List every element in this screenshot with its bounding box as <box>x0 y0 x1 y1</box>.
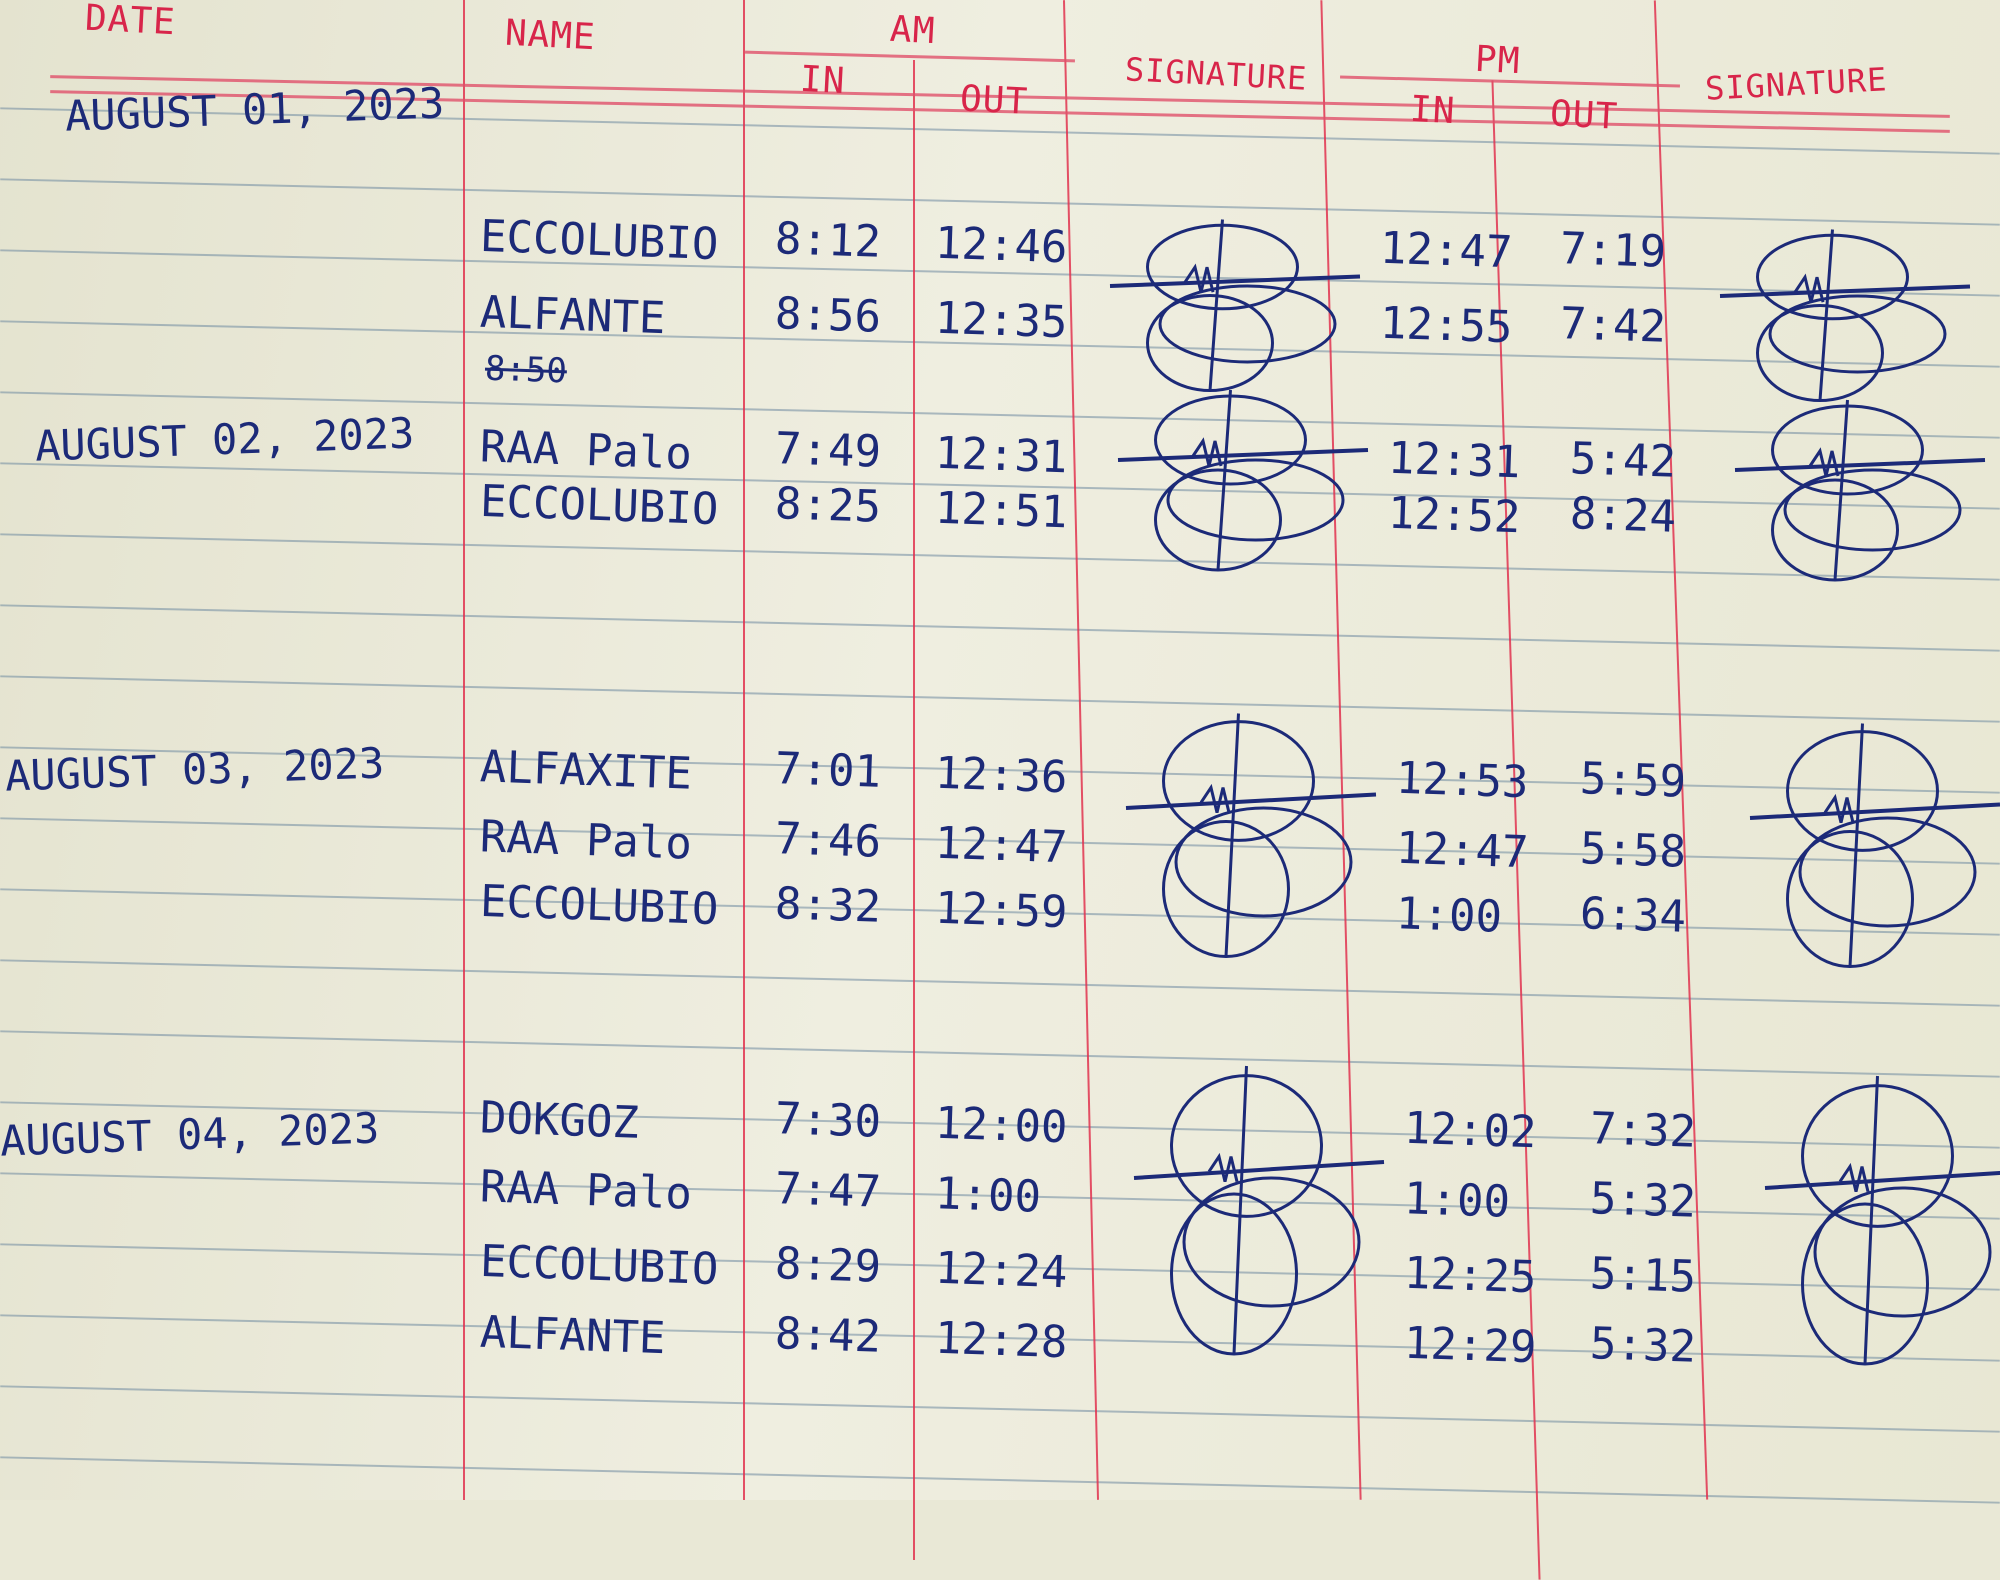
pm-time-in: 12:55 <box>1379 297 1514 354</box>
pm-time-in: 12:47 <box>1379 222 1514 279</box>
am-time-in: 7:47 <box>774 1163 882 1218</box>
pm-time-out: 5:58 <box>1579 823 1687 878</box>
pm-time-in: 12:25 <box>1403 1247 1538 1304</box>
am-time-out: 12:24 <box>934 1242 1069 1299</box>
signature-icon <box>1764 1075 2000 1366</box>
am-time-out: 12:59 <box>934 882 1069 939</box>
header-am-in: IN <box>798 58 847 103</box>
pm-time-in: 1:00 <box>1403 1173 1511 1228</box>
am-time-out: 12:51 <box>934 482 1069 539</box>
employee-name: ECCOLUBIO <box>479 475 720 536</box>
employee-name: ALFAXITE <box>479 741 693 800</box>
pm-time-in: 12:31 <box>1387 432 1522 489</box>
date-label: AUGUST 04, 2023 <box>0 1103 381 1166</box>
ruled-line <box>0 178 2000 226</box>
header-date: DATE <box>83 0 177 44</box>
signature-icon <box>1117 389 1369 572</box>
pm-time-in: 12:02 <box>1403 1102 1538 1159</box>
pm-time-out: 5:42 <box>1569 433 1677 488</box>
am-time-in: 7:30 <box>774 1093 882 1148</box>
am-time-in: 7:49 <box>774 423 882 478</box>
am-time-out: 12:28 <box>934 1312 1069 1369</box>
am-time-in: 7:01 <box>774 743 882 798</box>
employee-name: ECCOLUBIO <box>479 1235 720 1296</box>
header-am-out: OUT <box>958 78 1030 123</box>
employee-name: ECCOLUBIO <box>479 875 720 936</box>
employee-name: ECCOLUBIO <box>479 210 720 271</box>
employee-name: DOKGOZ <box>479 1092 640 1149</box>
date-label: AUGUST 01, 2023 <box>64 78 446 141</box>
signature-icon <box>1749 723 2000 968</box>
am-time-out: 12:47 <box>934 817 1069 874</box>
pm-time-out: 7:42 <box>1559 298 1667 353</box>
pm-time-out: 6:34 <box>1579 888 1687 943</box>
pm-time-out: 5:32 <box>1589 1318 1697 1373</box>
pm-time-out: 5:15 <box>1589 1248 1697 1303</box>
column-divider <box>743 0 745 1500</box>
pm-time-out: 5:32 <box>1589 1173 1697 1228</box>
pm-time-in: 12:47 <box>1395 822 1530 879</box>
am-time-in: 8:25 <box>774 478 882 533</box>
struck-entry: 8:50 <box>484 348 568 392</box>
header-pm-in: IN <box>1408 88 1457 133</box>
am-time-out: 1:00 <box>934 1168 1042 1223</box>
header-signature-pm: SIGNATURE <box>1704 60 1889 108</box>
pm-time-in: 1:00 <box>1395 888 1503 943</box>
date-label: AUGUST 02, 2023 <box>34 408 416 471</box>
am-time-out: 12:00 <box>934 1097 1069 1154</box>
signature-icon <box>1109 219 1361 392</box>
am-time-in: 8:29 <box>774 1238 882 1293</box>
ruled-line <box>0 1030 2000 1078</box>
ruled-line <box>0 533 2000 581</box>
am-time-in: 8:32 <box>774 878 882 933</box>
pm-time-out: 5:59 <box>1579 753 1687 808</box>
am-time-in: 7:46 <box>774 813 882 868</box>
am-time-out: 12:35 <box>934 292 1069 349</box>
header-divider <box>745 50 1075 63</box>
pm-time-in: 12:52 <box>1387 487 1522 544</box>
employee-name: RAA Palo <box>479 811 693 870</box>
signature-icon <box>1719 229 1971 402</box>
header-name: NAME <box>503 12 597 59</box>
column-divider <box>463 0 465 1500</box>
signature-icon <box>1125 713 1377 958</box>
header-pm-out: OUT <box>1548 93 1620 138</box>
signature-icon <box>1734 399 1986 582</box>
ruled-line <box>0 1385 2000 1433</box>
am-time-in: 8:56 <box>774 288 882 343</box>
pm-time-out: 8:24 <box>1569 488 1677 543</box>
ruled-line <box>0 675 2000 723</box>
ruled-line <box>0 604 2000 652</box>
am-time-out: 12:36 <box>934 747 1069 804</box>
pm-time-out: 7:32 <box>1589 1103 1697 1158</box>
header-am: AM <box>888 8 937 53</box>
column-divider <box>913 60 915 1560</box>
pm-time-in: 12:53 <box>1395 752 1530 809</box>
header-pm: PM <box>1473 38 1522 83</box>
employee-name: RAA Palo <box>479 421 693 480</box>
pm-time-in: 12:29 <box>1403 1317 1538 1374</box>
am-time-out: 12:31 <box>934 427 1069 484</box>
ruled-line <box>0 959 2000 1007</box>
column-divider <box>1062 0 1100 1500</box>
ruled-line <box>0 1456 2000 1504</box>
am-time-in: 8:42 <box>774 1308 882 1363</box>
employee-name: ALFANTE <box>479 1306 667 1365</box>
employee-name: RAA Palo <box>479 1161 693 1220</box>
header-signature-am: SIGNATURE <box>1124 50 1309 98</box>
employee-name: ALFANTE <box>479 286 667 345</box>
am-time-out: 12:46 <box>934 217 1069 274</box>
am-time-in: 8:12 <box>774 213 882 268</box>
signature-icon <box>1133 1065 1385 1356</box>
pm-time-out: 7:19 <box>1559 223 1667 278</box>
